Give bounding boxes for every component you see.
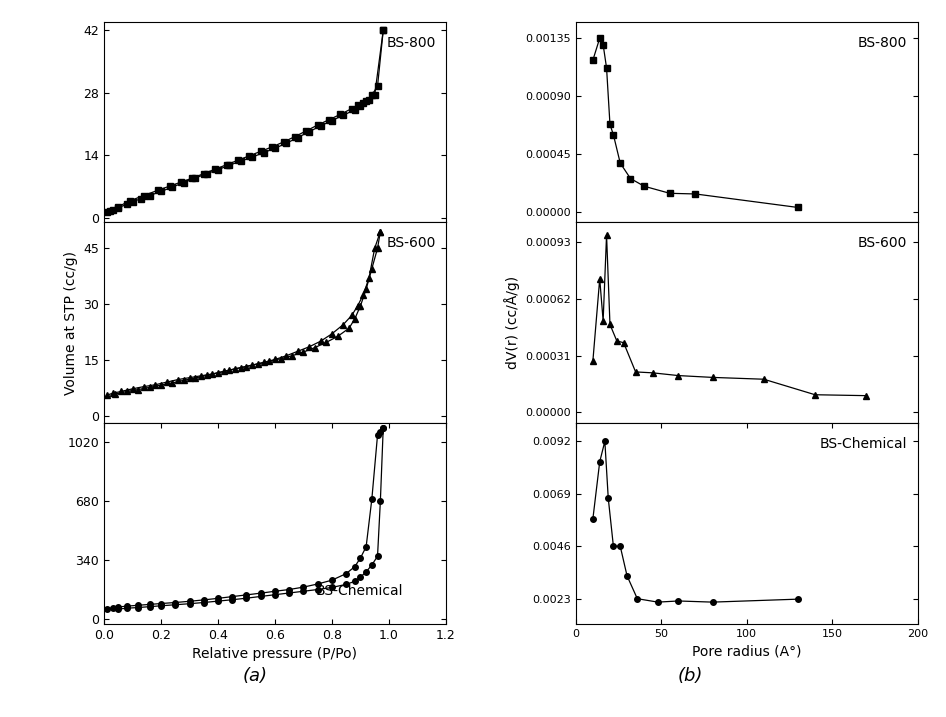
Text: (b): (b) bbox=[678, 667, 703, 685]
Y-axis label: Volume at STP (cc/g): Volume at STP (cc/g) bbox=[63, 251, 78, 394]
Text: BS-Chemical: BS-Chemical bbox=[820, 437, 907, 451]
Text: BS-800: BS-800 bbox=[386, 36, 436, 49]
Text: BS-800: BS-800 bbox=[858, 36, 907, 49]
Y-axis label: dV(r) (cc/Å/g): dV(r) (cc/Å/g) bbox=[503, 276, 519, 369]
Text: (a): (a) bbox=[243, 667, 268, 685]
Text: BS-600: BS-600 bbox=[858, 237, 907, 250]
Text: BS-Chemical: BS-Chemical bbox=[316, 584, 404, 598]
X-axis label: Relative pressure (P/Po): Relative pressure (P/Po) bbox=[192, 647, 358, 661]
X-axis label: Pore radius (A°): Pore radius (A°) bbox=[692, 644, 801, 658]
Text: BS-600: BS-600 bbox=[386, 237, 436, 250]
